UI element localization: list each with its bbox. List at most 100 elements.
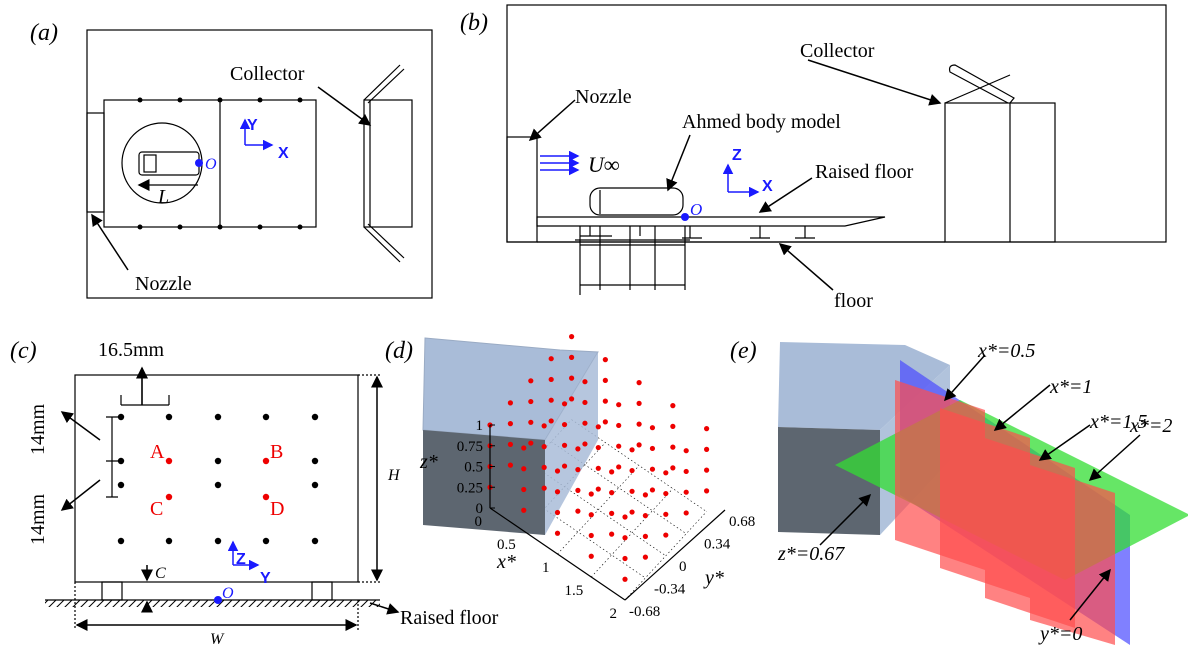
measurement-point	[637, 422, 642, 427]
label: (b)	[460, 10, 488, 36]
y-tick-label: -0.68	[629, 604, 660, 620]
panel-e-shape	[778, 427, 880, 535]
panel-a-shape	[318, 87, 370, 125]
measurement-point	[528, 440, 533, 445]
label: x*	[496, 551, 516, 573]
panel-a-shape	[364, 100, 412, 227]
panel-a-shape	[368, 224, 404, 258]
measurement-point	[582, 421, 587, 426]
label: B	[270, 441, 283, 463]
measurement-point	[670, 465, 675, 470]
red-point	[166, 494, 172, 500]
measurement-point	[704, 488, 709, 493]
label: Collector	[230, 63, 305, 85]
label: x*=2	[1129, 415, 1172, 437]
panel-a-shape	[87, 113, 104, 212]
measurement-point	[609, 469, 614, 474]
panel-a-shape-shape	[218, 98, 223, 103]
measurement-point	[663, 532, 668, 537]
measurement-point	[508, 400, 513, 405]
measurement-point	[528, 420, 533, 425]
label: Raised floor	[815, 161, 914, 183]
measurement-point	[643, 492, 648, 497]
panel-b: (b) Nozzle Collector Ahmed body model U∞…	[460, 5, 1166, 312]
label: Collector	[800, 40, 875, 62]
measurement-point	[582, 400, 587, 405]
measurement-point	[670, 403, 675, 408]
point	[166, 414, 172, 420]
panel-b-shape	[507, 137, 537, 242]
y-tick-label: 0	[679, 559, 687, 575]
measurement-point	[684, 490, 689, 495]
label: x*=1	[1049, 376, 1092, 398]
label: H	[387, 467, 401, 484]
measurement-point	[622, 514, 627, 519]
measurement-point	[555, 510, 560, 515]
point	[118, 482, 124, 488]
measurement-point	[663, 470, 668, 475]
label: Nozzle	[135, 273, 192, 295]
label: Y	[260, 570, 271, 587]
z-tick-label: 0.75	[457, 439, 483, 455]
measurement-point	[562, 422, 567, 427]
measurement-point	[575, 509, 580, 514]
label: O	[690, 200, 702, 219]
measurement-point	[609, 532, 614, 537]
x-tick-label: 2	[610, 606, 618, 622]
panel-a-shape-shape	[178, 225, 183, 230]
z-tick-label: 1	[476, 418, 484, 434]
measurement-point	[528, 399, 533, 404]
label: Z	[236, 551, 246, 568]
measurement-point	[637, 442, 642, 447]
x-tick-label: 0	[475, 514, 483, 530]
label: y*=0	[1038, 623, 1082, 645]
panel-d: (d) z* x* y* 00.250.50.75100.511.520.680…	[385, 334, 755, 622]
point	[263, 414, 269, 420]
measurement-point	[549, 356, 554, 361]
measurement-point	[521, 508, 526, 513]
measurement-point	[603, 399, 608, 404]
label: (a)	[30, 20, 58, 46]
point	[312, 414, 318, 420]
panel-a-shape-shape	[298, 225, 303, 230]
panel-c-shape	[62, 480, 100, 510]
measurement-point	[569, 334, 574, 339]
measurement-point	[609, 490, 614, 495]
panel-c-shape	[106, 417, 118, 497]
label: (c)	[10, 338, 37, 364]
measurement-point	[555, 468, 560, 473]
label: z*=0.67	[777, 543, 845, 565]
panel-b-shape	[780, 244, 833, 290]
panel-b-shape	[530, 100, 575, 140]
panel-a-shape-shape	[178, 98, 183, 103]
label: Raised floor	[400, 607, 499, 629]
red-point	[263, 494, 269, 500]
measurement-point	[589, 491, 594, 496]
measurement-point	[542, 423, 547, 428]
label: A	[150, 441, 165, 463]
measurement-point	[650, 425, 655, 430]
y-tick-label: 0.68	[729, 514, 755, 530]
label: 14mm	[27, 403, 49, 455]
measurement-point	[569, 396, 574, 401]
label: W	[210, 631, 225, 648]
measurement-point	[643, 513, 648, 518]
measurement-point	[650, 487, 655, 492]
figure: (a) Collector Nozzle Y X O L (b) Nozzle …	[0, 0, 1188, 649]
measurement-point	[508, 463, 513, 468]
measurement-point	[555, 489, 560, 494]
x-tick-label: 1.5	[565, 583, 584, 599]
measurement-point	[603, 378, 608, 383]
measurement-point	[569, 355, 574, 360]
measurement-point	[629, 468, 634, 473]
point	[215, 482, 221, 488]
measurement-point	[562, 463, 567, 468]
point	[215, 538, 221, 544]
panel-b-shape	[580, 226, 815, 238]
label: 14mm	[27, 493, 49, 545]
measurement-point	[629, 447, 634, 452]
point	[166, 538, 172, 544]
panel-e-shape	[995, 385, 1050, 430]
z-tick-label: 0.25	[457, 480, 483, 496]
label: Z	[732, 147, 742, 164]
